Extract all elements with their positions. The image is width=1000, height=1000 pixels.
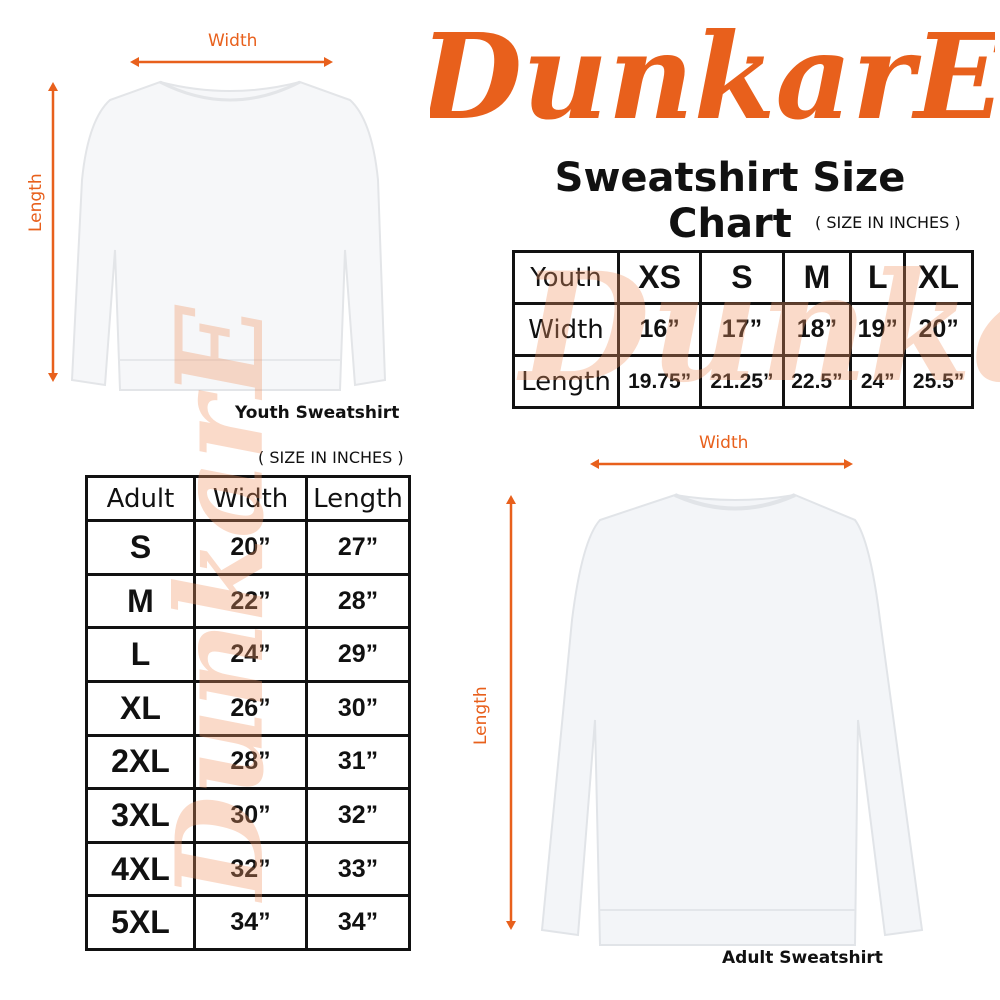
table-cell: 30”	[193, 787, 308, 844]
table-cell: 32”	[193, 840, 308, 898]
table-cell: 17”	[699, 302, 785, 357]
youth-caption: Youth Sweatshirt	[235, 403, 400, 423]
youth-length-arrow	[48, 82, 58, 382]
table-cell: Adult	[85, 474, 196, 523]
table-cell: XL	[85, 679, 196, 737]
table-cell: 19.75”	[616, 354, 703, 409]
youth-length-label: Length	[26, 173, 46, 232]
page-title: Sweatshirt Size Chart	[554, 155, 906, 247]
table-cell: 19”	[849, 302, 907, 357]
table-cell: 28”	[305, 572, 411, 630]
youth-size-table: Youth XS S M L XL Width 16” 17” 18” 19” …	[512, 250, 974, 409]
table-cell: M	[781, 250, 853, 305]
brand-logo-text: DunkarE	[430, 7, 995, 146]
table-cell: Youth	[512, 250, 620, 305]
youth-unit-note: ( SIZE IN INCHES )	[815, 213, 961, 232]
table-cell: 22.5”	[781, 354, 853, 409]
table-cell: 32”	[305, 787, 411, 844]
table-cell: 20”	[903, 302, 974, 357]
adult-width-arrow	[590, 459, 853, 469]
table-cell: S	[699, 250, 785, 305]
youth-width-label: Width	[208, 31, 258, 51]
brand-logo: DunkarE	[430, 7, 995, 146]
adult-size-table: Adult Width Length S 20” 27” M 22” 28” L 24” 29”…	[85, 474, 411, 951]
youth-sweatshirt-image	[70, 80, 387, 391]
table-cell: 31”	[305, 733, 411, 791]
table-cell: Length	[305, 474, 411, 523]
table-row: Width 16” 17” 18” 19” 20”	[512, 302, 974, 357]
adult-width-label: Width	[699, 433, 749, 453]
table-cell: 26”	[193, 679, 308, 737]
table-cell: 22”	[193, 572, 308, 630]
table-cell: 20”	[193, 519, 308, 576]
table-cell: 21.25”	[699, 354, 785, 409]
table-cell: 3XL	[85, 787, 196, 844]
table-cell: 4XL	[85, 840, 196, 898]
table-cell: Width	[512, 302, 620, 357]
table-cell: Width	[193, 474, 308, 523]
youth-diagram	[48, 57, 387, 391]
table-cell: 34”	[305, 894, 411, 951]
table-cell: 29”	[305, 626, 411, 683]
table-cell: 16”	[616, 302, 703, 357]
adult-sweatshirt-image	[540, 493, 924, 946]
table-cell: L	[849, 250, 907, 305]
table-cell: 18”	[781, 302, 853, 357]
adult-length-arrow	[506, 495, 516, 930]
adult-length-label: Length	[471, 686, 491, 745]
table-row: M 22” 28”	[85, 572, 411, 630]
adult-diagram	[506, 459, 924, 946]
adult-unit-note: ( SIZE IN INCHES )	[258, 448, 404, 467]
table-cell: L	[85, 626, 196, 683]
table-cell: 30”	[305, 679, 411, 737]
table-cell: 33”	[305, 840, 411, 898]
table-row: Length 19.75” 21.25” 22.5” 24” 25.5”	[512, 354, 974, 409]
table-cell: 5XL	[85, 894, 196, 951]
table-row: S 20” 27”	[85, 519, 411, 576]
youth-width-arrow	[130, 57, 333, 67]
table-header-row: Adult Width Length	[85, 474, 411, 523]
table-row: L 24” 29”	[85, 626, 411, 683]
table-cell: 24”	[849, 354, 907, 409]
table-cell: 2XL	[85, 733, 196, 791]
adult-caption: Adult Sweatshirt	[722, 948, 883, 968]
table-cell: Length	[512, 354, 620, 409]
table-row: 4XL 32” 33”	[85, 840, 411, 898]
table-row: 2XL 28” 31”	[85, 733, 411, 791]
table-cell: 27”	[305, 519, 411, 576]
table-cell: 28”	[193, 733, 308, 791]
table-cell: XS	[616, 250, 703, 305]
table-cell: 24”	[193, 626, 308, 683]
table-cell: 25.5”	[903, 354, 974, 409]
table-row: 5XL 34” 34”	[85, 894, 411, 951]
table-cell: 34”	[193, 894, 308, 951]
table-header-row: Youth XS S M L XL	[512, 250, 974, 305]
table-cell: S	[85, 519, 196, 576]
table-cell: M	[85, 572, 196, 630]
table-cell: XL	[903, 250, 974, 305]
table-row: XL 26” 30”	[85, 679, 411, 737]
table-row: 3XL 30” 32”	[85, 787, 411, 844]
